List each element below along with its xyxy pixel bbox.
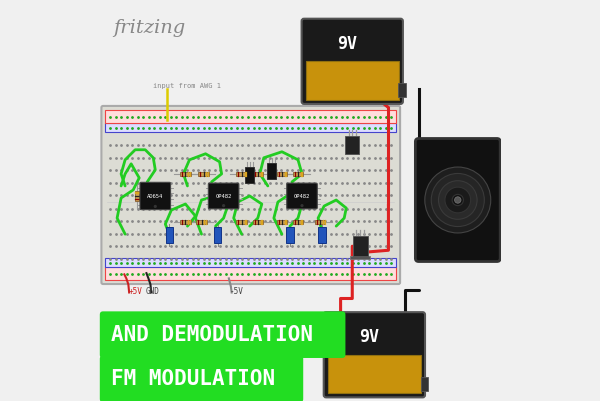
- Text: -5V: -5V: [230, 286, 244, 295]
- Text: FM MODULATION: FM MODULATION: [111, 369, 275, 389]
- Circle shape: [154, 205, 157, 209]
- Text: GND: GND: [145, 286, 159, 295]
- Polygon shape: [236, 172, 247, 176]
- Text: AD654: AD654: [147, 194, 163, 199]
- Text: fritzing: fritzing: [113, 19, 185, 37]
- Polygon shape: [293, 221, 303, 225]
- Bar: [421, 377, 428, 391]
- Text: 9V: 9V: [337, 35, 358, 53]
- Polygon shape: [135, 191, 139, 202]
- Bar: [106, 124, 396, 132]
- Circle shape: [222, 205, 225, 208]
- Circle shape: [425, 168, 491, 233]
- Polygon shape: [293, 172, 303, 176]
- Bar: [106, 267, 396, 280]
- Bar: [286, 227, 293, 243]
- Bar: [305, 62, 399, 101]
- Bar: [245, 168, 254, 183]
- Circle shape: [301, 205, 304, 208]
- FancyBboxPatch shape: [140, 183, 170, 210]
- Circle shape: [445, 188, 470, 213]
- Bar: [106, 111, 396, 124]
- Polygon shape: [180, 172, 191, 176]
- Polygon shape: [277, 172, 287, 176]
- Polygon shape: [198, 172, 209, 176]
- FancyBboxPatch shape: [287, 184, 317, 209]
- Bar: [106, 259, 396, 267]
- Polygon shape: [253, 221, 263, 225]
- Polygon shape: [180, 221, 191, 225]
- FancyBboxPatch shape: [100, 312, 346, 358]
- Bar: [350, 257, 370, 260]
- Bar: [319, 227, 326, 243]
- Circle shape: [452, 195, 463, 206]
- Bar: [353, 237, 368, 257]
- FancyBboxPatch shape: [208, 184, 239, 209]
- FancyBboxPatch shape: [302, 20, 403, 105]
- Text: 9V: 9V: [359, 328, 380, 345]
- Polygon shape: [196, 221, 207, 225]
- FancyBboxPatch shape: [101, 107, 400, 284]
- Circle shape: [431, 174, 484, 227]
- Polygon shape: [253, 172, 263, 176]
- Bar: [328, 355, 421, 393]
- Bar: [268, 164, 276, 179]
- Bar: [214, 227, 221, 243]
- FancyBboxPatch shape: [324, 312, 425, 397]
- FancyBboxPatch shape: [100, 356, 303, 401]
- Text: OP482: OP482: [215, 194, 232, 199]
- Polygon shape: [236, 221, 247, 225]
- Text: input from AWG 1: input from AWG 1: [153, 83, 221, 89]
- FancyBboxPatch shape: [415, 139, 500, 262]
- Circle shape: [455, 197, 461, 204]
- Text: AND DEMODULATION: AND DEMODULATION: [111, 324, 313, 344]
- Polygon shape: [277, 221, 287, 225]
- Bar: [166, 227, 173, 243]
- Text: OP482: OP482: [294, 194, 310, 199]
- Bar: [398, 84, 406, 98]
- Circle shape: [439, 181, 477, 220]
- Polygon shape: [315, 221, 325, 225]
- Bar: [345, 136, 359, 154]
- Text: +5V: +5V: [129, 286, 143, 295]
